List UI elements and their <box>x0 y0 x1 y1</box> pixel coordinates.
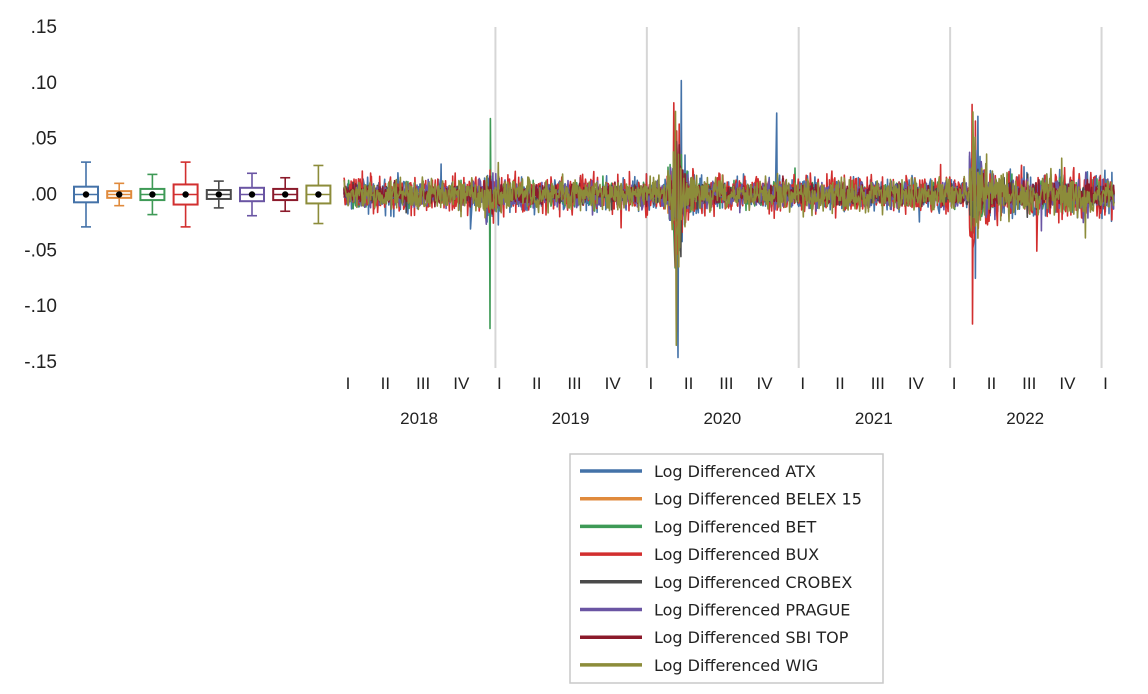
x-quarter-label: I <box>648 374 653 393</box>
legend-item: Log Differenced BET <box>580 517 816 536</box>
legend-item: Log Differenced PRAGUE <box>580 601 850 620</box>
legend-item: Log Differenced BELEX 15 <box>580 490 862 509</box>
y-tick-label: .15 <box>31 17 57 38</box>
x-quarter-label: III <box>567 374 581 393</box>
x-quarter-label: IV <box>908 374 925 393</box>
boxplot <box>172 161 199 228</box>
boxplot <box>205 180 232 209</box>
boxplot-mean-dot <box>248 191 256 198</box>
legend-label: Log Differenced PRAGUE <box>654 601 850 620</box>
legend-item: Log Differenced ATX <box>580 462 816 481</box>
boxplots <box>73 161 332 228</box>
legend-label: Log Differenced BUX <box>654 545 819 564</box>
y-tick-label: .10 <box>31 73 57 94</box>
series-line <box>343 110 1115 347</box>
boxplot <box>239 172 265 217</box>
x-quarter-label: II <box>835 374 844 393</box>
y-tick-label: -.10 <box>24 296 57 317</box>
x-quarter-label: I <box>497 374 502 393</box>
x-quarter-label: IV <box>756 374 773 393</box>
legend-box <box>569 453 884 684</box>
x-year-label: 2022 <box>1006 409 1044 428</box>
legend: Log Differenced ATX Log Differenced BELEX… <box>569 453 884 684</box>
y-axis: .15 .10 .05 .00 -.05 -.10 -.15 <box>24 17 57 373</box>
boxplot-mean-dot <box>149 191 156 198</box>
x-quarter-label: III <box>1022 374 1036 393</box>
legend-item: Log Differenced BUX <box>580 545 819 564</box>
x-quarter-label: II <box>381 374 390 393</box>
legend-label: Log Differenced CROBEX <box>654 573 852 592</box>
boxplot <box>106 182 133 207</box>
x-quarter-label: I <box>346 374 351 393</box>
legend-label: Log Differenced ATX <box>654 462 816 481</box>
series-line <box>343 117 1115 330</box>
x-quarter-label: II <box>987 374 996 393</box>
legend-item: Log Differenced SBI TOP <box>580 628 849 647</box>
legend-label: Log Differenced WIG <box>654 656 818 675</box>
series-lines <box>343 79 1115 359</box>
series-line <box>343 79 1115 359</box>
series-line <box>343 102 1115 333</box>
x-quarter-label: II <box>532 374 541 393</box>
y-tick-label: -.15 <box>24 352 57 373</box>
x-quarter-label: III <box>719 374 733 393</box>
x-quarter-label: I <box>800 374 805 393</box>
x-quarter-label: IV <box>453 374 470 393</box>
y-tick-label: -.05 <box>24 240 57 261</box>
boxplot <box>139 173 166 216</box>
x-quarter-label: IV <box>605 374 622 393</box>
boxplot-mean-dot <box>315 191 322 198</box>
x-quarter-label: I <box>1103 374 1108 393</box>
legend-label: Log Differenced BELEX 15 <box>654 490 862 509</box>
x-year-label: 2019 <box>552 409 590 428</box>
legend-label: Log Differenced SBI TOP <box>654 628 849 647</box>
x-axis: I II III IV I II III IV I II III IV I II III IV I II III IV… <box>346 374 1108 428</box>
x-quarter-label: II <box>684 374 693 393</box>
x-quarter-label: III <box>416 374 430 393</box>
boxplot <box>272 176 299 213</box>
legend-item: Log Differenced WIG <box>580 656 818 675</box>
x-year-label: 2020 <box>703 409 741 428</box>
boxplot-mean-dot <box>182 191 189 198</box>
legend-item: Log Differenced CROBEX <box>580 573 852 592</box>
x-quarter-label: III <box>871 374 885 393</box>
legend-label: Log Differenced BET <box>654 517 816 536</box>
x-year-label: 2021 <box>855 409 893 428</box>
boxplot-mean-dot <box>215 191 222 198</box>
boxplot-mean-dot <box>116 191 123 198</box>
x-quarter-label: I <box>952 374 957 393</box>
boxplot-mean-dot <box>282 191 289 198</box>
boxplot-mean-dot <box>82 191 90 198</box>
boxplot <box>305 164 332 225</box>
x-year-label: 2018 <box>400 409 438 428</box>
y-tick-label: .00 <box>31 185 57 206</box>
x-quarter-label: IV <box>1059 374 1076 393</box>
boxplot <box>73 161 99 228</box>
y-tick-label: .05 <box>31 129 57 150</box>
